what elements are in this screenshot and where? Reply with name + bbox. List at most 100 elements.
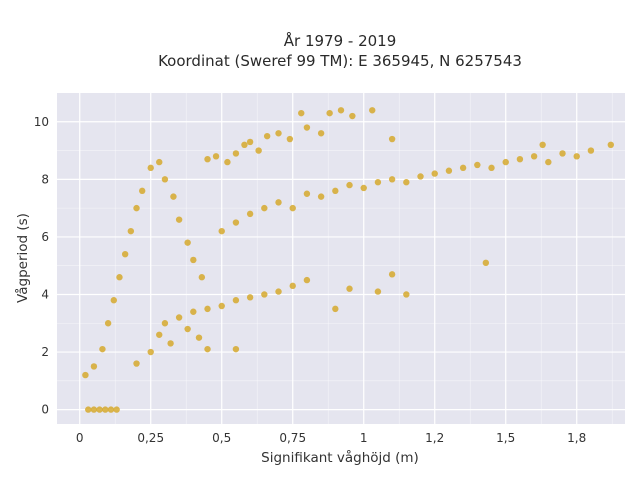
scatter-point [246,294,254,301]
scatter-point [82,371,89,379]
scatter-point [224,158,231,166]
scatter-point [317,130,325,137]
scatter-point [502,158,509,166]
scatter-point [232,345,240,353]
x-tick-label: 0,25 [137,431,164,445]
chart-title: År 1979 - 2019 [284,31,397,50]
scatter-point [85,406,92,413]
scatter-point [326,109,333,117]
scatter-point [417,173,424,180]
scatter-point [113,406,120,413]
scatter-point [232,150,240,157]
scatter-point [332,305,339,313]
scatter-point [175,216,183,223]
scatter-point [147,348,154,356]
scatter-point [110,297,118,304]
scatter-point [369,107,376,114]
x-tick-label: 0 [76,431,84,445]
scatter-point [116,274,123,281]
scatter-point [246,210,254,218]
x-tick-label: 1 [360,431,368,445]
scatter-point [298,109,305,117]
scatter-point [317,193,325,200]
scatter-point [156,158,163,166]
scatter-point [530,153,538,160]
scatter-point [275,130,282,137]
scatter-point [184,239,191,246]
scatter-point [431,170,438,177]
scatter-point [516,156,524,163]
scatter-point [289,204,296,212]
scatter-point [96,406,103,413]
scatter-point [303,190,311,197]
scatter-point [161,176,169,183]
scatter-point [474,161,481,169]
scatter-point [388,135,396,143]
scatter-point [246,138,254,146]
scatter-point [170,193,177,200]
scatter-point [107,406,115,413]
scatter-point [195,334,203,341]
scatter-point [275,199,282,206]
scatter-point [184,325,191,333]
scatter-point [403,291,410,298]
scatter-point [99,345,106,353]
x-tick-label: 0,75 [279,431,306,445]
scatter-point [488,164,495,172]
scatter-point [539,141,546,149]
scatter-point [204,305,211,313]
scatter-point [374,179,382,186]
x-axis-title: Signifikant våghöjd (m) [261,449,419,466]
scatter-point [482,259,490,267]
scatter-point [445,167,453,174]
y-tick-label: 0 [41,403,49,417]
plot-area [57,93,625,424]
y-axis-title: Vågperiod (s) [14,213,31,303]
chart-subtitle: Koordinat (Sweref 99 TM): E 365945, N 62… [158,52,522,70]
scatter-point [261,204,268,212]
scatter-point [559,150,566,157]
scatter-point [388,271,396,278]
scatter-point [573,153,580,160]
scatter-point [388,176,396,183]
scatter-point [587,147,595,154]
scatter-point [133,360,140,367]
y-tick-label: 2 [41,345,49,359]
scatter-point [255,147,262,154]
scatter-point [332,187,339,195]
y-tick-label: 6 [41,230,49,244]
x-tick-label: 1,5 [496,431,515,445]
x-tick-label: 1,2 [425,431,444,445]
scatter-point [232,297,240,304]
y-tick-label: 10 [34,115,49,129]
scatter-point [261,291,268,298]
scatter-point [218,302,225,310]
scatter-point [102,406,109,413]
scatter-point [190,308,197,315]
grid-lines [57,93,625,424]
scatter-point [156,331,163,338]
scatter-point [459,164,467,172]
scatter-point [212,153,220,160]
scatter-point [303,124,311,131]
scatter-point [147,164,154,172]
scatter-point [607,141,614,149]
scatter-point [346,181,353,189]
y-tick-label: 4 [41,287,49,301]
scatter-point [374,288,382,295]
scatter-point [286,135,294,143]
scatter-point [161,320,169,327]
scatter-point [104,320,112,327]
scatter-point [121,250,129,258]
scatter-point [139,187,146,195]
scatter-point [263,132,271,140]
scatter-point [127,227,135,235]
scatter-point [175,314,183,321]
x-tick-label: 0,5 [212,431,231,445]
scatter-point [241,141,248,149]
scatter-point [90,406,98,413]
scatter-point [204,156,211,163]
scatter-point [289,282,296,290]
scatter-point [303,276,311,284]
